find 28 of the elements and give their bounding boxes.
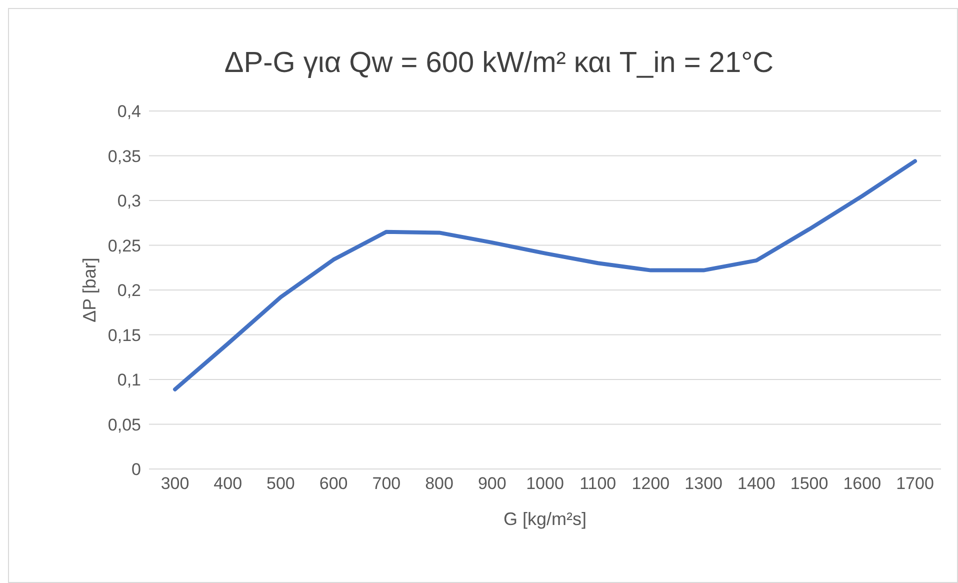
y-tick-label: 0,25 <box>108 236 141 256</box>
x-tick-label: 1100 <box>580 474 616 494</box>
x-tick-label: 1400 <box>738 474 776 494</box>
x-tick-label: 1500 <box>790 474 828 494</box>
y-tick-label: 0,15 <box>108 326 141 345</box>
x-tick-label: 300 <box>160 474 190 494</box>
x-tick-label: 800 <box>425 474 454 494</box>
y-tick-label: 0,1 <box>117 370 141 390</box>
y-tick-label: 0,4 <box>117 102 141 122</box>
x-tick-label: 1700 <box>896 474 934 494</box>
y-tick-label: 0,05 <box>108 415 141 434</box>
y-tick-label: 0,3 <box>117 192 141 211</box>
x-tick-label: 900 <box>478 474 506 494</box>
y-axis-title: ΔP [bar] <box>79 258 100 322</box>
chart-title: ΔP-G για Qw = 600 kW/m² και T_in = 21°C <box>223 47 775 80</box>
x-tick-label: 700 <box>372 474 401 494</box>
x-tick-label: 600 <box>319 474 348 494</box>
y-tick-label: 0,2 <box>117 281 141 300</box>
x-tick-label: 1200 <box>632 474 670 494</box>
x-tick-label: 1300 <box>684 474 722 494</box>
y-tick-label: 0,35 <box>108 146 141 166</box>
x-tick-label: 400 <box>214 474 242 494</box>
line-series <box>173 159 917 392</box>
x-tick-label: 500 <box>266 474 295 494</box>
x-tick-label: 1000 <box>526 474 564 494</box>
y-tick-label: 0 <box>132 460 141 480</box>
x-tick-label: 1600 <box>843 474 882 494</box>
x-axis-title: G [kg/m²s] <box>503 509 587 529</box>
